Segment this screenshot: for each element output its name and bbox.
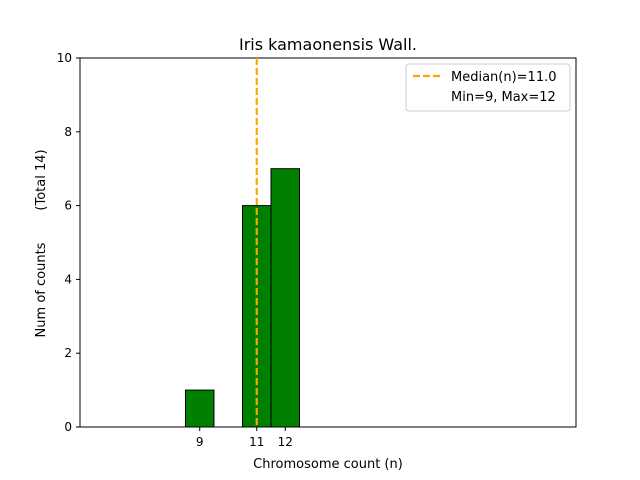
y-tick-label-4: 4 [64,272,72,286]
x-axis-label: Chromosome count (n) [253,457,403,472]
axes-frame [79,57,577,428]
y-tick-label-0: 0 [64,420,72,434]
x-tick-label-11: 11 [249,435,264,449]
plot-area: 0 2 4 6 8 10 9 11 12 [57,51,577,449]
x-tick-label-12: 12 [278,435,293,449]
bar-12 [270,168,300,428]
chart-title: Iris kamaonensis Wall. [239,35,417,54]
y-tick-label-8: 8 [64,125,72,139]
legend-minmax-label: Min=9, Max=12 [451,90,556,105]
y-axis-total-label: (Total 14) [34,149,49,210]
y-tick-label-10: 10 [57,51,72,65]
y-axis-label: Num of counts [34,242,49,337]
x-tick-label-9: 9 [196,435,204,449]
legend-median-label: Median(n)=11.0 [451,70,557,85]
y-tick-label-6: 6 [64,199,72,213]
legend-frame [405,63,571,112]
y-tick-label-2: 2 [64,346,72,360]
legend: Median(n)=11.0 Min=9, Max=12 [405,63,571,112]
bar-9 [184,389,215,428]
